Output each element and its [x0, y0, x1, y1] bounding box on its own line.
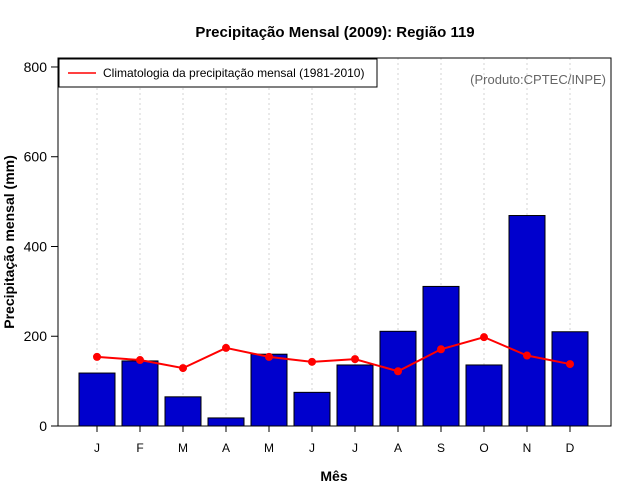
- climatology-point-10: [523, 351, 531, 360]
- bar-9: [465, 364, 503, 427]
- y-tick-label-4: 800: [24, 59, 48, 75]
- climatology-point-11: [566, 360, 574, 369]
- climatology-point-1: [136, 356, 144, 365]
- legend-entry-climatology: Climatologia da precipitação mensal (198…: [103, 66, 364, 80]
- climatology-point-7: [394, 367, 402, 376]
- x-tick-label-0: J: [94, 441, 100, 455]
- bar-11: [551, 331, 589, 427]
- x-tick-label-8: S: [437, 441, 445, 455]
- y-axis: 0 200 400 600 800: [24, 59, 59, 434]
- x-tick-label-4: M: [264, 441, 274, 455]
- y-tick-label-3: 600: [24, 149, 48, 165]
- climatology-point-2: [179, 364, 187, 373]
- x-tick-label-7: A: [394, 441, 402, 455]
- bar-0: [78, 372, 116, 427]
- bar-4: [250, 353, 288, 427]
- y-tick-label-2: 400: [24, 238, 48, 254]
- y-tick-label-1: 200: [24, 328, 48, 344]
- climatology-point-5: [308, 357, 316, 366]
- bar-5: [293, 391, 331, 427]
- x-tick-label-10: N: [523, 441, 532, 455]
- climatology-line: [93, 333, 574, 376]
- credit-text: (Produto:CPTEC/INPE): [470, 72, 606, 87]
- x-tick-label-6: J: [352, 441, 358, 455]
- climatology-point-9: [480, 333, 488, 342]
- bar-1: [121, 360, 159, 427]
- climatology-point-6: [351, 355, 359, 364]
- climatology-point-4: [265, 352, 273, 361]
- bar-7: [379, 330, 417, 427]
- x-tick-label-2: M: [178, 441, 188, 455]
- x-tick-label-11: D: [566, 441, 575, 455]
- climatology-point-8: [437, 345, 445, 354]
- x-tick-label-5: J: [309, 441, 315, 455]
- x-tick-label-3: A: [222, 441, 230, 455]
- legend: Climatologia da precipitação mensal (198…: [58, 58, 378, 88]
- bar-10: [508, 215, 546, 427]
- bar-2: [164, 396, 202, 427]
- bar-6: [336, 364, 374, 427]
- chart-title: Precipitação Mensal (2009): Região 119: [195, 24, 474, 41]
- legend-box: [58, 58, 378, 88]
- x-tick-label-9: O: [479, 441, 488, 455]
- y-tick-label-0: 0: [39, 418, 47, 434]
- climatology-point-0: [93, 352, 101, 361]
- climatology-polyline: [96, 336, 571, 373]
- climatology-point-3: [222, 343, 230, 352]
- bar-3: [207, 417, 245, 427]
- x-tick-label-1: F: [136, 441, 143, 455]
- bars: [78, 215, 589, 427]
- x-axis-label: Mês: [320, 468, 347, 484]
- y-axis-label: Precipitação mensal (mm): [1, 155, 17, 329]
